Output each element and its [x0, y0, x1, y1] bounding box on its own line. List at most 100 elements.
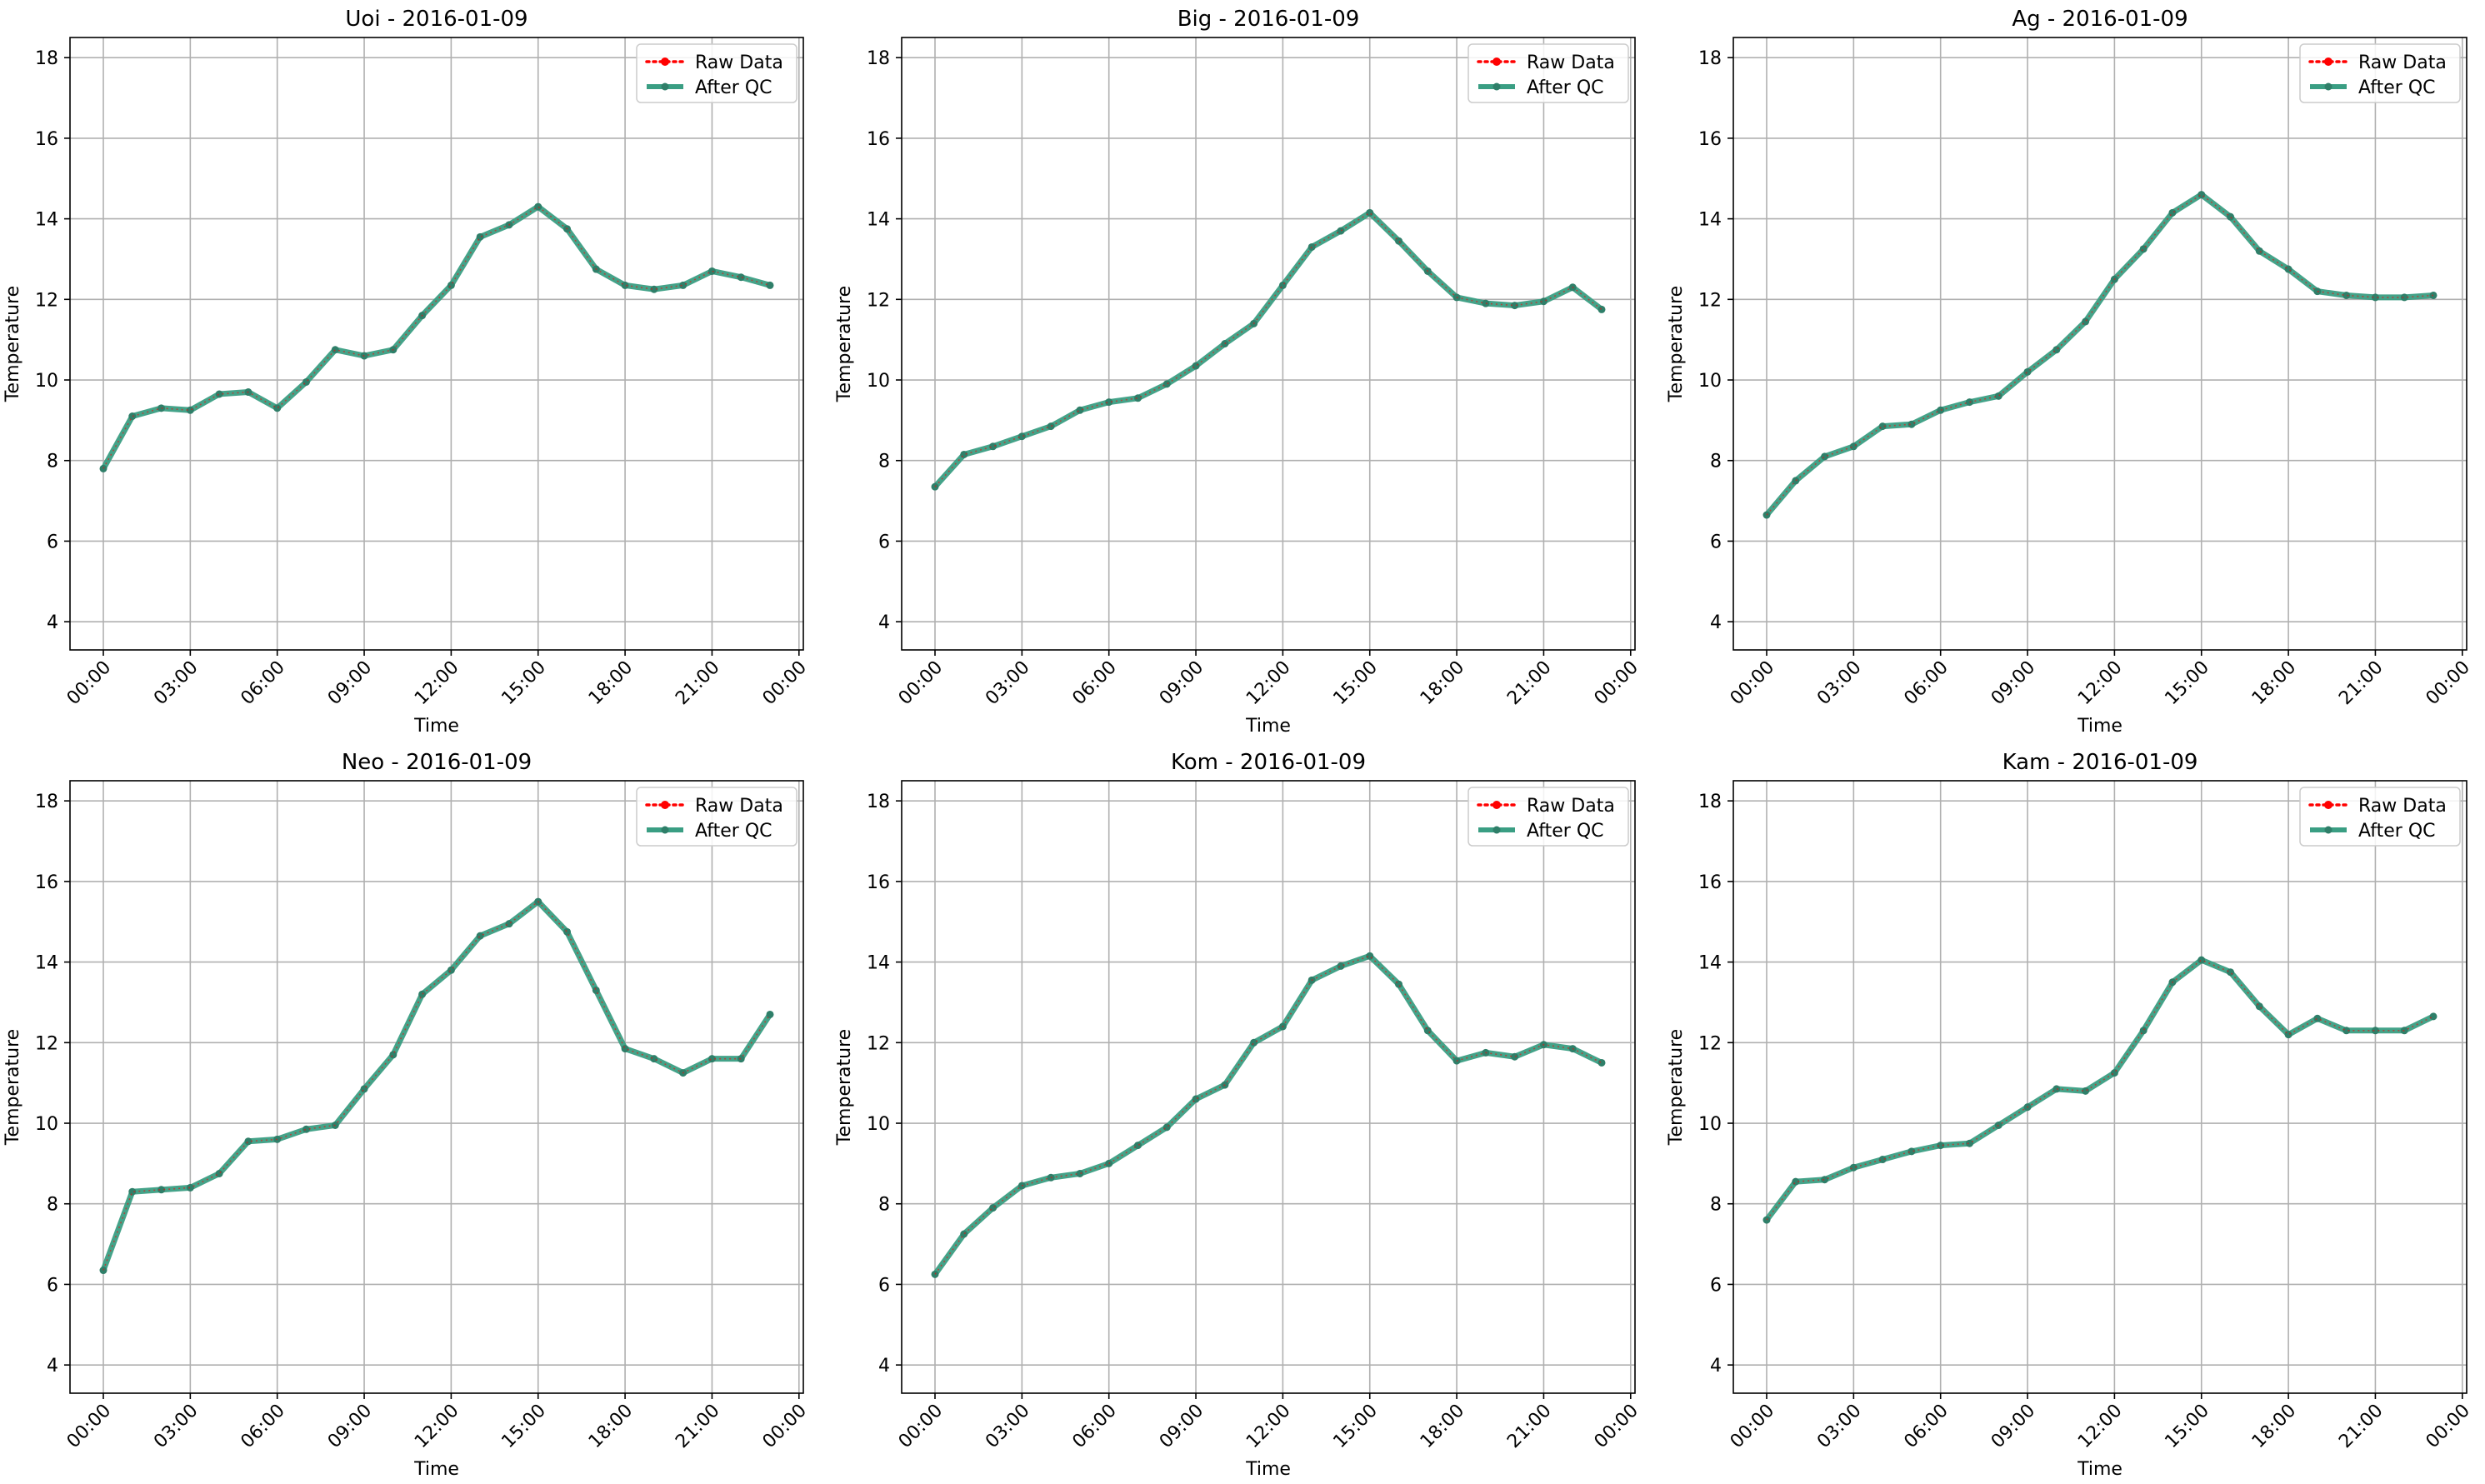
y-tick-label: 14: [1698, 210, 1722, 231]
chart-title: Uoi - 2016-01-09: [345, 7, 528, 32]
point-after-qc-13: [476, 232, 484, 241]
legend-marker-raw-data: [1492, 801, 1501, 809]
legend-label-after-qc: After QC: [2358, 821, 2436, 842]
x-axis-label: Time: [413, 1459, 459, 1480]
y-tick-label: 6: [47, 1275, 58, 1296]
y-tick-label: 10: [867, 371, 890, 392]
point-after-qc-23: [766, 281, 774, 289]
y-tick-label: 16: [1698, 872, 1722, 893]
x-tick-label: 18:00: [2248, 1401, 2301, 1453]
x-tick-label: 00:00: [1591, 657, 1643, 710]
point-after-qc-3: [1018, 432, 1026, 441]
point-after-qc-5: [1908, 420, 1916, 428]
x-tick-label: 15:00: [498, 657, 550, 710]
point-after-qc-15: [534, 202, 542, 211]
x-tick-label: 18:00: [2248, 657, 2301, 710]
legend-marker-after-qc: [661, 826, 669, 834]
series-line-raw-data: [934, 212, 1602, 487]
point-after-qc-12: [2110, 1069, 2118, 1077]
legend: Raw Data After QC: [2299, 43, 2461, 103]
series-line-after-qc: [1763, 192, 2437, 518]
point-after-qc-2: [1821, 452, 1829, 461]
y-tick-label: 8: [878, 1195, 890, 1216]
y-tick-label: 6: [47, 532, 58, 552]
x-tick-label: 18:00: [1417, 1401, 1469, 1453]
y-axis-label: Temperature: [2, 286, 23, 402]
chart-panel-4: 4 6 8 10 12 14 16 18 00:00 03:00 06:00 09:00 12:00 15…: [2, 750, 811, 1480]
y-tick-label: 18: [1698, 48, 1722, 69]
x-tick-label: 03:00: [1813, 657, 1866, 710]
x-tick-label: 00:00: [1591, 1401, 1643, 1453]
x-tick-label: 15:00: [1329, 1401, 1382, 1453]
y-tick-label: 10: [35, 371, 58, 392]
y-tick-label: 16: [35, 129, 58, 150]
x-tick-label: 06:00: [1900, 1401, 1952, 1453]
point-after-qc-7: [302, 1125, 310, 1133]
x-tick-label: 12:00: [1242, 657, 1295, 710]
point-after-qc-12: [447, 281, 455, 289]
y-tick-label: 6: [1710, 532, 1722, 552]
x-tick-label: 21:00: [672, 1401, 724, 1453]
x-tick-label: 18:00: [1417, 657, 1469, 710]
chart-title: Kam - 2016-01-09: [2002, 750, 2198, 775]
legend-marker-raw-data: [661, 57, 669, 66]
y-tick-label: 18: [867, 792, 890, 812]
point-after-qc-16: [2227, 968, 2235, 977]
point-after-qc-8: [1162, 1123, 1171, 1132]
x-tick-label: 06:00: [1068, 657, 1121, 710]
y-tick-label: 10: [1698, 1114, 1722, 1135]
point-after-qc-16: [1395, 237, 1403, 245]
legend-label-raw-data: Raw Data: [695, 52, 783, 73]
point-after-qc-1: [960, 450, 968, 458]
point-after-qc-20: [1511, 1052, 1519, 1061]
legend-marker-raw-data: [2324, 57, 2332, 66]
point-after-qc-8: [331, 346, 339, 354]
point-after-qc-13: [2139, 1027, 2148, 1035]
x-tick-label: 03:00: [150, 657, 202, 710]
chart-panel-6: 4 6 8 10 12 14 16 18 00:00 03:00 06:00 09:00 12:00 15…: [1666, 750, 2474, 1480]
x-tick-label: 12:00: [411, 1401, 463, 1453]
y-tick-label: 12: [1698, 290, 1722, 311]
y-tick-label: 16: [1698, 129, 1722, 150]
y-tick-label: 4: [47, 612, 58, 633]
x-tick-label: 06:00: [1068, 1401, 1121, 1453]
x-tick-label: 00:00: [1727, 1401, 1779, 1453]
chart-title: Kom - 2016-01-09: [1171, 750, 1366, 775]
y-tick-label: 14: [867, 953, 890, 974]
x-tick-label: 03:00: [150, 1401, 202, 1453]
point-after-qc-4: [215, 1169, 223, 1177]
x-tick-label: 21:00: [672, 657, 724, 710]
point-after-qc-15: [1366, 208, 1374, 217]
point-after-qc-21: [1539, 297, 1548, 306]
x-tick-label: 18:00: [585, 1401, 638, 1453]
x-axis-label: Time: [1245, 716, 1291, 737]
legend: Raw Data After QC: [1468, 787, 1629, 847]
y-tick-label: 14: [867, 210, 890, 231]
point-after-qc-7: [1965, 1139, 1973, 1147]
point-after-qc-9: [1192, 362, 1200, 370]
y-tick-label: 12: [35, 1033, 58, 1054]
x-tick-label: 18:00: [585, 657, 638, 710]
axes-frame: [69, 780, 804, 1394]
x-tick-label: 12:00: [1242, 1401, 1295, 1453]
point-after-qc-21: [2371, 1027, 2379, 1035]
chart-panel-2: 4 6 8 10 12 14 16 18 00:00 03:00 06:00 09:00 12:00 15…: [834, 7, 1642, 737]
series-line-raw-data: [1766, 193, 2434, 516]
axes-frame: [1732, 37, 2468, 651]
point-after-qc-6: [1937, 1142, 1945, 1150]
point-after-qc-23: [1598, 1058, 1606, 1067]
x-tick-label: 00:00: [2422, 1401, 2475, 1453]
legend-label-raw-data: Raw Data: [1527, 796, 1615, 817]
x-tick-label: 09:00: [1156, 1401, 1208, 1453]
legend: Raw Data After QC: [1468, 43, 1629, 103]
y-axis-label: Temperature: [834, 1029, 855, 1146]
x-tick-label: 12:00: [411, 657, 463, 710]
y-tick-label: 12: [867, 1033, 890, 1054]
point-after-qc-23: [766, 1010, 774, 1018]
point-after-qc-11: [1250, 1038, 1258, 1047]
y-tick-label: 10: [867, 1114, 890, 1135]
y-tick-label: 14: [1698, 953, 1722, 974]
point-after-qc-14: [1337, 227, 1345, 235]
point-after-qc-18: [2284, 265, 2292, 273]
point-after-qc-8: [1162, 380, 1171, 388]
